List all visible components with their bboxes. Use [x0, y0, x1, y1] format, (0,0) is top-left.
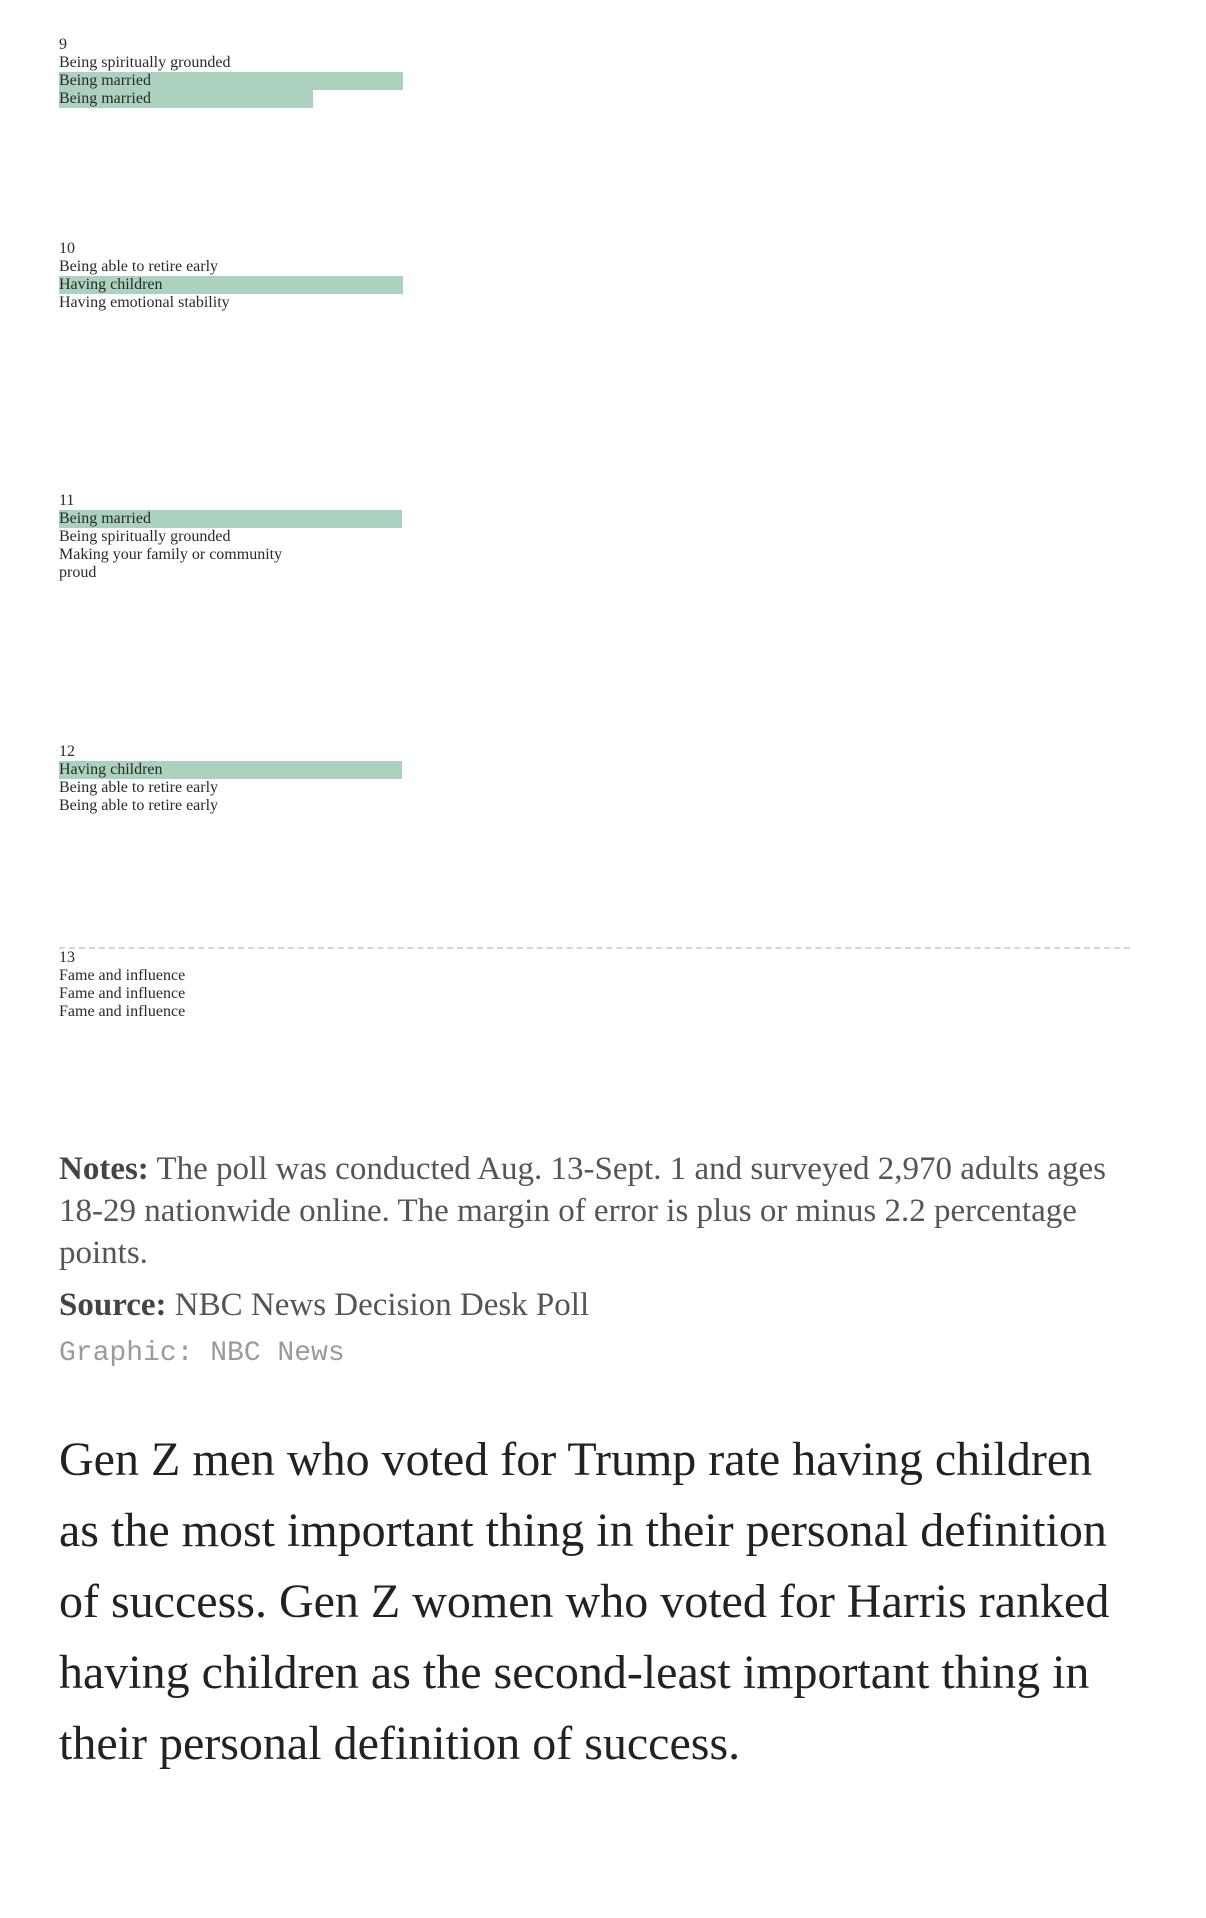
table-cell: Fame and influence — [59, 1003, 313, 1021]
table-row: 9 Being spiritually grounded Being married… — [59, 36, 1130, 240]
cell-text: Being able to retire early — [59, 797, 219, 814]
rank: 10 — [59, 240, 75, 257]
notes-text: The poll was conducted Aug. 13-Sept. 1 a… — [59, 1151, 1106, 1271]
cell-text: Being married — [59, 72, 151, 89]
table-cell: Being spiritually grounded — [59, 54, 402, 72]
table-cell: Having emotional stability — [59, 294, 313, 312]
table-cell: Being able to retire early — [59, 779, 403, 797]
table-cell: Being married — [59, 510, 402, 528]
table-cell: Fame and influence — [59, 985, 403, 1003]
table-cell: Being married — [59, 72, 403, 90]
cell-text: Being able to retire early — [59, 779, 219, 796]
table-cell: Having children — [59, 276, 403, 294]
cell-text: Fame and influence — [59, 985, 186, 1002]
table-cell: Being spiritually grounded — [59, 528, 403, 546]
table-cell: Fame and influence — [59, 967, 402, 985]
rank: 12 — [59, 743, 75, 760]
rank: 11 — [59, 492, 75, 509]
credit: Graphic: NBC News — [59, 1338, 345, 1369]
cell-text: Having emotional stability — [59, 294, 230, 311]
cell-text: Being married — [59, 90, 151, 107]
cell-text: Having children — [59, 276, 163, 293]
source-text: NBC News Decision Desk Poll — [174, 1287, 590, 1323]
table-row: 11 Being married Being spiritually grounde… — [59, 492, 1130, 743]
table-cell: Being able to retire early — [59, 258, 402, 276]
table-cell: Having children — [59, 761, 402, 779]
rank: 9 — [59, 36, 67, 53]
notes-label: Notes: — [59, 1151, 149, 1187]
table-cell: Making your family or community proud — [59, 546, 313, 582]
table-cell: Being married — [59, 90, 313, 108]
rank: 13 — [59, 949, 75, 966]
table-row: 12 Having children Being able to retire ea… — [59, 743, 1130, 947]
article-paragraph: Gen Z men who voted for Trump rate havin… — [59, 1433, 1110, 1770]
cell-text: Making your family or community proud — [59, 546, 283, 581]
ranking-table: 9 Being spiritually grounded Being married… — [59, 36, 1130, 1099]
source: Source: NBC News Decision Desk Poll — [59, 1284, 589, 1326]
cell-text: Being able to retire early — [59, 258, 219, 275]
notes: Notes: The poll was conducted Aug. 13-Se… — [59, 1148, 1119, 1274]
cell-text: Being spiritually grounded — [59, 528, 231, 545]
source-label: Source: — [59, 1287, 167, 1323]
cell-text: Being spiritually grounded — [59, 54, 231, 71]
table-row: 13 Fame and influence Fame and influence Fa… — [59, 947, 1130, 1099]
cell-text: Having children — [59, 761, 163, 778]
table-cell: Being able to retire early — [59, 797, 313, 815]
cell-text: Fame and influence — [59, 1003, 186, 1020]
cell-text: Being married — [59, 510, 151, 527]
table-row: 10 Being able to retire early Having child… — [59, 240, 1130, 492]
cell-text: Fame and influence — [59, 967, 186, 984]
